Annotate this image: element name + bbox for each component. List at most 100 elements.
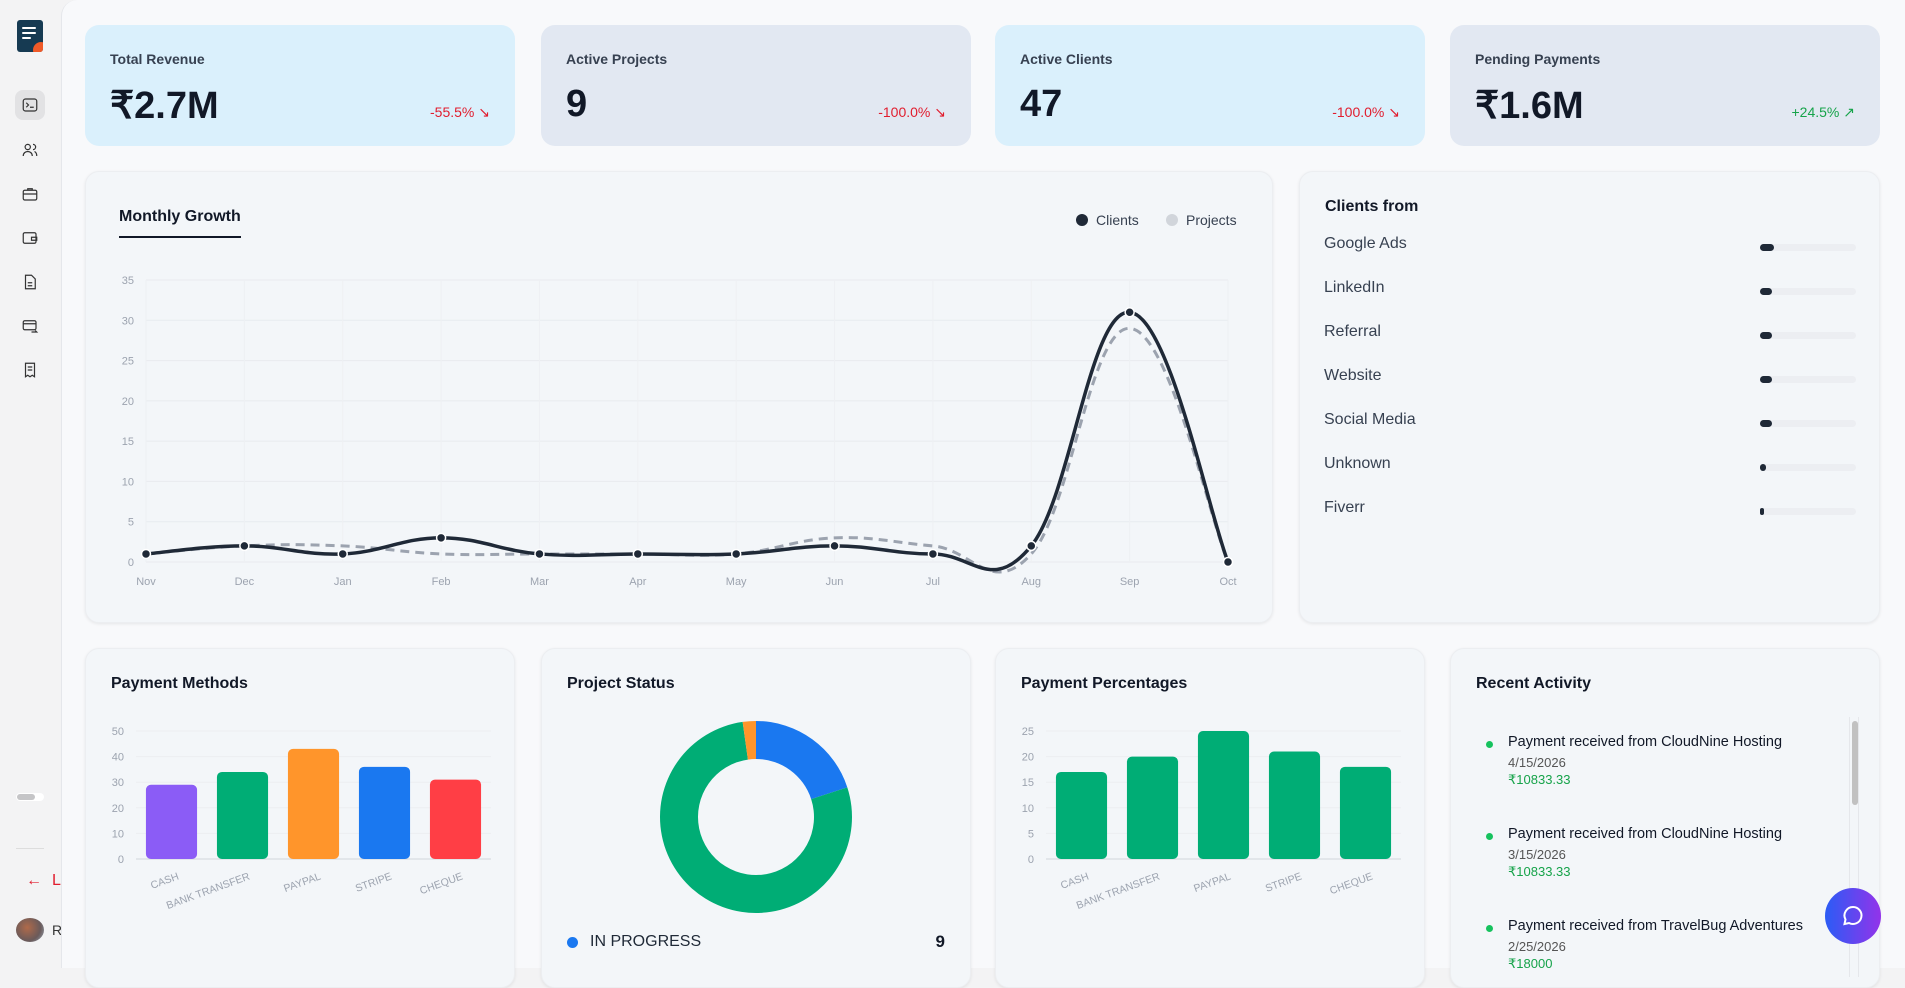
chat-button[interactable] <box>1825 888 1881 944</box>
data-point <box>337 548 348 560</box>
source-progress-fill <box>1760 376 1772 383</box>
card-title: Project Status <box>567 675 675 692</box>
receipt-icon[interactable] <box>15 355 45 385</box>
activity-amount: ₹18000 <box>1508 956 1553 971</box>
source-label: Social Media <box>1324 411 1416 428</box>
activity-date: 4/15/2026 <box>1508 755 1566 770</box>
stat-value: 9 <box>566 83 588 125</box>
legend-in-progress: IN PROGRESS <box>567 933 701 951</box>
legend-projects[interactable]: Projects <box>1166 212 1237 228</box>
y-tick-label: 25 <box>1022 726 1034 738</box>
source-progress <box>1760 288 1856 295</box>
trend-down-icon: ↘ <box>934 104 946 120</box>
y-tick-label: 30 <box>112 777 124 789</box>
stat-card: Active Clients 47 -100.0% ↘ <box>995 25 1425 146</box>
data-point <box>239 540 250 552</box>
bar <box>358 766 411 859</box>
source-progress <box>1760 464 1856 471</box>
card-transfer-icon[interactable] <box>15 311 45 341</box>
source-progress-fill <box>1760 420 1772 427</box>
stat-value: 47 <box>1020 83 1063 125</box>
source-label: Unknown <box>1324 455 1391 472</box>
legend-dot <box>1166 214 1178 226</box>
scrollbar[interactable] <box>1849 717 1859 977</box>
wallet-icon[interactable] <box>15 223 45 253</box>
activity-date: 3/15/2026 <box>1508 847 1566 862</box>
source-progress-fill <box>1760 508 1764 515</box>
activity-text: Payment received from TravelBug Adventur… <box>1508 918 1803 934</box>
sidebar-collapse-toggle[interactable] <box>16 793 44 801</box>
x-tick-label: Jan <box>334 576 352 588</box>
data-point <box>1026 540 1037 552</box>
y-tick-label: 20 <box>122 396 134 408</box>
stat-label: Active Clients <box>1020 51 1113 67</box>
briefcase-icon[interactable] <box>15 179 45 209</box>
y-tick-label: 10 <box>112 828 124 840</box>
stat-change: -55.5% ↘ <box>430 104 490 120</box>
project-status-donut <box>660 721 852 913</box>
status-dot <box>1486 925 1493 932</box>
source-label: Google Ads <box>1324 235 1407 252</box>
activity-amount: ₹10833.33 <box>1508 864 1571 879</box>
y-tick-label: 0 <box>1028 854 1034 866</box>
arrow-left-icon: ← <box>26 872 42 889</box>
x-tick-label: Aug <box>1021 576 1041 588</box>
source-progress-fill <box>1760 244 1775 251</box>
y-tick-label: 15 <box>122 436 134 448</box>
users-icon[interactable] <box>15 135 45 165</box>
card-title: Payment Methods <box>111 675 248 692</box>
tab-monthly-growth[interactable]: Monthly Growth <box>119 208 241 238</box>
data-point <box>435 532 447 544</box>
data-point <box>1222 556 1234 568</box>
stat-change: -100.0% ↘ <box>878 104 946 120</box>
y-tick-label: 0 <box>128 557 134 569</box>
bar <box>216 771 269 859</box>
y-tick-label: 10 <box>1022 803 1034 815</box>
x-tick-label: Sep <box>1120 576 1140 588</box>
trend-up-icon: ↗ <box>1843 104 1855 120</box>
status-dot <box>1486 833 1493 840</box>
app-logo[interactable] <box>17 20 43 52</box>
data-point <box>927 548 939 560</box>
stat-label: Active Projects <box>566 51 668 67</box>
x-tick-label: CASH <box>149 871 181 892</box>
source-progress-fill <box>1760 288 1772 295</box>
y-tick-label: 10 <box>122 476 134 488</box>
bar <box>429 779 482 859</box>
source-progress-fill <box>1760 332 1772 339</box>
data-point <box>730 548 742 560</box>
stat-change: -100.0% ↘ <box>1332 104 1400 120</box>
bar <box>287 748 340 859</box>
y-tick-label: 50 <box>112 726 124 738</box>
payment-percentages-card: Payment Percentages 0 5 10 15 20 25 CASH BANK T… <box>995 648 1425 988</box>
donut-slice <box>742 721 756 760</box>
y-tick-label: 20 <box>1022 752 1034 764</box>
legend-clients[interactable]: Clients <box>1076 212 1139 228</box>
stat-change: +24.5% ↗ <box>1791 104 1856 120</box>
source-label: Website <box>1324 367 1382 384</box>
stat-card: Active Projects 9 -100.0% ↘ <box>541 25 971 146</box>
terminal-icon[interactable] <box>15 90 45 120</box>
card-title: Recent Activity <box>1476 675 1591 692</box>
y-tick-label: 40 <box>112 752 124 764</box>
x-tick-label: STRIPE <box>1264 871 1304 895</box>
project-status-card: Project Status IN PROGRESS 9 <box>541 648 971 988</box>
avatar[interactable] <box>16 918 44 942</box>
stat-card: Pending Payments ₹1.6M +24.5% ↗ <box>1450 25 1880 146</box>
document-icon[interactable] <box>15 267 45 297</box>
legend-dot <box>1076 214 1088 226</box>
activity-date: 2/25/2026 <box>1508 939 1566 954</box>
bar <box>1268 751 1321 859</box>
x-tick-label: May <box>726 576 747 588</box>
bar <box>145 784 198 859</box>
y-tick-label: 25 <box>122 356 134 368</box>
x-tick-label: Mar <box>530 576 549 588</box>
card-title: Clients from <box>1325 198 1419 215</box>
y-tick-label: 15 <box>1022 777 1034 789</box>
x-tick-label: CHEQUE <box>418 871 464 898</box>
activity-text: Payment received from CloudNine Hosting <box>1508 826 1783 842</box>
x-tick-label: Nov <box>136 576 156 588</box>
bar <box>1339 766 1392 859</box>
data-point <box>1124 306 1135 318</box>
